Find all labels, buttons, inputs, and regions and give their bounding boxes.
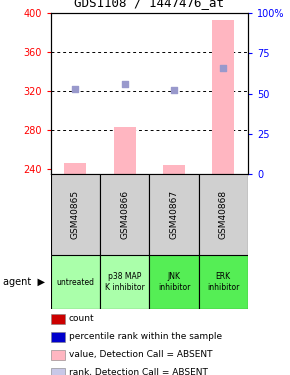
Title: GDS1108 / 1447476_at: GDS1108 / 1447476_at: [74, 0, 224, 9]
Text: count: count: [69, 314, 94, 323]
Text: JNK
inhibitor: JNK inhibitor: [158, 273, 190, 292]
Bar: [51, 255, 100, 309]
Text: rank, Detection Call = ABSENT: rank, Detection Call = ABSENT: [69, 368, 208, 375]
Bar: [212, 20, 234, 174]
Bar: [64, 163, 86, 174]
Bar: [163, 165, 185, 174]
Bar: [149, 255, 199, 309]
Bar: [100, 255, 149, 309]
Text: p38 MAP
K inhibitor: p38 MAP K inhibitor: [105, 273, 145, 292]
Text: agent  ▶: agent ▶: [3, 277, 45, 287]
Bar: [51, 174, 100, 255]
Text: percentile rank within the sample: percentile rank within the sample: [69, 332, 222, 341]
Point: [73, 86, 78, 92]
Bar: [100, 174, 149, 255]
Text: GSM40868: GSM40868: [219, 190, 228, 239]
Text: GSM40865: GSM40865: [71, 190, 80, 239]
Bar: [149, 174, 199, 255]
Text: value, Detection Call = ABSENT: value, Detection Call = ABSENT: [69, 350, 212, 359]
Bar: [199, 255, 248, 309]
Text: GSM40867: GSM40867: [169, 190, 179, 239]
Point: [172, 87, 176, 93]
Text: untreated: untreated: [56, 278, 95, 286]
Point: [122, 81, 127, 87]
Bar: [114, 128, 136, 174]
Bar: [199, 174, 248, 255]
Text: ERK
inhibitor: ERK inhibitor: [207, 273, 240, 292]
Text: GSM40866: GSM40866: [120, 190, 129, 239]
Point: [221, 65, 226, 71]
